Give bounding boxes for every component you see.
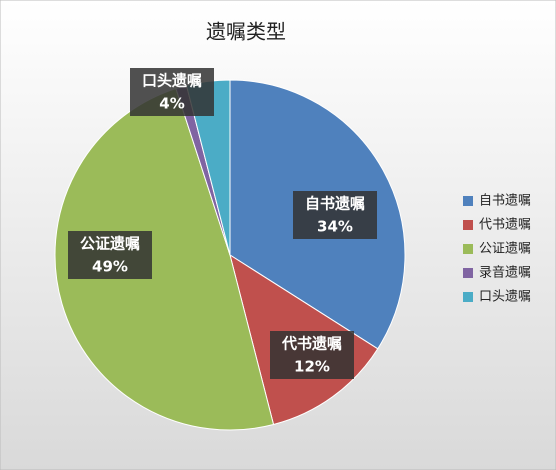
data-label-box: [130, 68, 214, 116]
data-label-value: 49%: [92, 258, 128, 276]
legend-swatch: [463, 292, 473, 302]
data-label-box: [270, 331, 354, 379]
data-label-category: 自书遗嘱: [305, 195, 365, 213]
data-label-value: 4%: [159, 95, 184, 113]
data-label-category: 代书遗嘱: [281, 335, 342, 353]
legend-swatch: [463, 220, 473, 230]
legend-label: 录音遗嘱: [479, 265, 531, 281]
legend-label: 代书遗嘱: [479, 218, 531, 233]
legend-label: 口头遗嘱: [479, 290, 531, 305]
legend-swatch: [463, 268, 473, 278]
legend-swatch: [463, 196, 473, 206]
data-label-value: 12%: [294, 358, 330, 376]
data-label-box: [293, 191, 377, 239]
data-label-box: [68, 231, 152, 279]
legend-label: 自书遗嘱: [479, 194, 531, 209]
chart-title: 遗嘱类型: [206, 20, 286, 44]
data-label-value: 34%: [317, 218, 353, 236]
pie-slice: [54, 87, 275, 431]
data-label-category: 公证遗嘱: [80, 235, 140, 253]
legend-swatch: [463, 244, 473, 254]
legend-label: 公证遗嘱: [479, 242, 531, 257]
data-label-category: 口头遗嘱: [142, 72, 202, 90]
